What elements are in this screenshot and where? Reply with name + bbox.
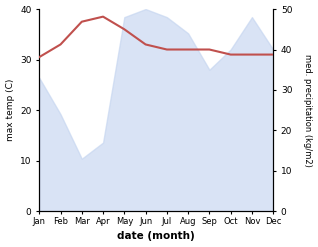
Y-axis label: med. precipitation (kg/m2): med. precipitation (kg/m2) [303, 54, 313, 167]
X-axis label: date (month): date (month) [117, 231, 195, 242]
Y-axis label: max temp (C): max temp (C) [5, 79, 15, 141]
